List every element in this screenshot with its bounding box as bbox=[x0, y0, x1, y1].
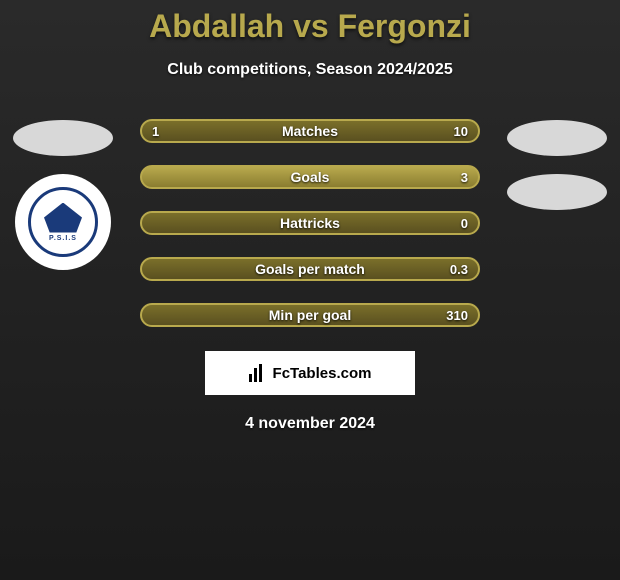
stat-label: Goals per match bbox=[255, 261, 365, 277]
player-left-avatar bbox=[13, 120, 113, 156]
stat-label: Goals bbox=[291, 169, 330, 185]
stat-right-value: 10 bbox=[454, 124, 468, 139]
infographic-container: Abdallah vs Fergonzi Club competitions, … bbox=[0, 0, 620, 433]
stat-row-goals: Goals 3 bbox=[140, 165, 480, 189]
club-logo-text: P.S.I.S bbox=[49, 235, 77, 242]
chart-icon bbox=[249, 364, 267, 382]
stat-label: Min per goal bbox=[269, 307, 351, 323]
stat-row-min-per-goal: Min per goal 310 bbox=[140, 303, 480, 327]
stat-row-matches: 1 Matches 10 bbox=[140, 119, 480, 143]
player-left-club-logo: P.S.I.S bbox=[15, 174, 111, 270]
stat-row-goals-per-match: Goals per match 0.3 bbox=[140, 257, 480, 281]
page-subtitle: Club competitions, Season 2024/2025 bbox=[0, 61, 620, 79]
stat-right-value: 0 bbox=[461, 216, 468, 231]
player-right-column bbox=[502, 120, 612, 210]
club-logo-inner: P.S.I.S bbox=[28, 187, 98, 257]
stat-left-value: 1 bbox=[152, 124, 159, 139]
stat-row-hattricks: Hattricks 0 bbox=[140, 211, 480, 235]
club-logo-shape bbox=[44, 203, 82, 233]
stat-right-value: 0.3 bbox=[450, 262, 468, 277]
watermark-badge: FcTables.com bbox=[205, 351, 415, 395]
date-label: 4 november 2024 bbox=[0, 415, 620, 433]
stat-label: Hattricks bbox=[280, 215, 340, 231]
stat-label: Matches bbox=[282, 123, 338, 139]
stats-area: 1 Matches 10 Goals 3 Hattricks 0 Goals p… bbox=[140, 119, 480, 327]
stat-right-value: 310 bbox=[446, 308, 468, 323]
player-right-club-logo bbox=[507, 174, 607, 210]
page-title: Abdallah vs Fergonzi bbox=[0, 8, 620, 45]
player-right-avatar bbox=[507, 120, 607, 156]
watermark-text: FcTables.com bbox=[273, 365, 372, 382]
player-left-column: P.S.I.S bbox=[8, 120, 118, 270]
stat-right-value: 3 bbox=[461, 170, 468, 185]
chart-icon-bar bbox=[259, 364, 262, 382]
